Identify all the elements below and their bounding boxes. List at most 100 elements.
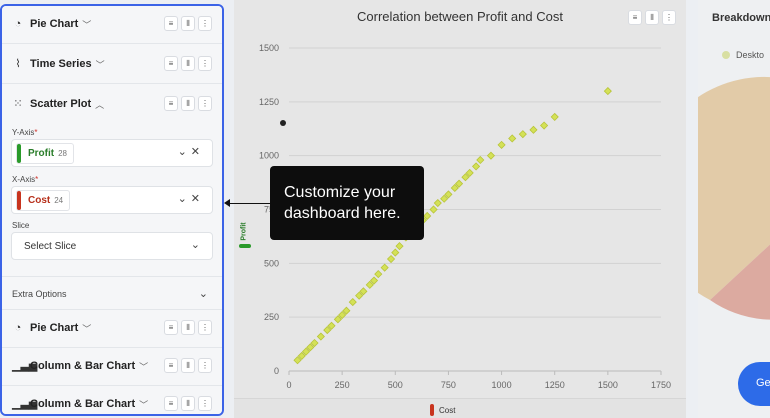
scatter-point	[497, 140, 506, 149]
scatter-point	[433, 198, 442, 208]
cost-field-chip[interactable]: Cost 24	[16, 190, 71, 211]
chevron-down-icon[interactable]: ⌄	[198, 288, 208, 300]
pie-chart-icon: ◔	[14, 322, 22, 334]
y-tick-label: 1000	[259, 151, 279, 161]
chevron-down-icon[interactable]: ﹀	[82, 323, 92, 334]
slice-placeholder: Select Slice	[24, 241, 77, 252]
chevron-down-icon[interactable]: ⌄	[177, 146, 191, 158]
chevron-down-icon[interactable]: ⌄	[190, 239, 204, 251]
scatter-point	[486, 151, 496, 160]
chevron-down-icon[interactable]: ﹀	[139, 399, 149, 410]
y-axis-select[interactable]: Profit 28 ⌄✕	[11, 139, 213, 167]
more-icon[interactable]: ⋮	[662, 10, 676, 25]
x-tick-label: 1000	[492, 380, 512, 390]
chart-row-time-series[interactable]: ⌇ Time Series ﹀ ≡ ⫴ ⋮	[2, 44, 222, 84]
select-controls[interactable]: ⌄✕	[178, 192, 204, 205]
arrow-left-icon	[224, 199, 230, 207]
columns-icon[interactable]: ⫴	[181, 358, 195, 373]
select-controls[interactable]: ⌄✕	[178, 145, 204, 158]
filter-icon[interactable]: ≡	[164, 396, 178, 411]
chart-row-column-bar[interactable]: ▁▃▅ Column & Bar Chart ﹀ ≡ ⫴ ⋮	[2, 348, 222, 386]
breakdown-card: Breakdown o Deskto Ge	[698, 0, 770, 418]
scatter-point	[348, 298, 357, 307]
extra-options-toggle[interactable]: Extra Options ⌄	[2, 276, 222, 310]
scatter-point	[471, 162, 481, 171]
more-icon[interactable]: ⋮	[198, 396, 212, 411]
pie-slice-other	[710, 244, 770, 320]
scatter-point	[423, 211, 432, 221]
slice-select[interactable]: Select Slice ⌄	[11, 232, 213, 260]
scatter-point	[454, 179, 464, 188]
close-icon[interactable]: ✕	[190, 146, 204, 158]
scatter-point	[323, 326, 332, 335]
y-axis-chip[interactable]: Profit	[239, 218, 251, 250]
chevron-down-icon[interactable]: ﹀	[95, 59, 105, 70]
filter-icon[interactable]: ≡	[164, 96, 178, 111]
chart-row-title: Pie Chart	[30, 322, 79, 334]
x-tick-label: 500	[388, 380, 403, 390]
y-tick-label: 0	[274, 366, 279, 376]
chevron-down-icon[interactable]: ﹀	[139, 361, 149, 372]
x-axis-select[interactable]: Cost 24 ⌄✕	[11, 186, 213, 214]
x-tick-label: 1250	[545, 380, 565, 390]
columns-icon[interactable]: ⫴	[181, 320, 195, 335]
columns-icon[interactable]: ⫴	[181, 96, 195, 111]
scatter-point	[440, 194, 449, 203]
chart-row-title: Column & Bar Chart	[30, 398, 136, 410]
chart-row-pie-2[interactable]: ◔ Pie Chart ﹀ ≡ ⫴ ⋮	[2, 310, 222, 348]
cursor-icon	[280, 120, 286, 126]
more-icon[interactable]: ⋮	[198, 358, 212, 373]
profit-field-chip[interactable]: Profit 28	[16, 143, 75, 164]
columns-icon[interactable]: ⫴	[181, 396, 195, 411]
chart-title: Correlation between Profit and Cost	[357, 9, 563, 24]
columns-icon[interactable]: ⫴	[181, 56, 195, 71]
scatter-point	[365, 280, 374, 289]
columns-icon[interactable]: ⫴	[181, 16, 195, 31]
scatter-point	[429, 205, 438, 214]
scatter-point	[603, 87, 612, 96]
x-tick-label: 750	[441, 380, 456, 390]
filter-icon[interactable]: ≡	[164, 16, 178, 31]
scatter-point	[310, 338, 319, 348]
chevron-down-icon[interactable]: ﹀	[82, 19, 92, 30]
scatter-point	[301, 347, 311, 356]
scatter-point	[550, 112, 559, 121]
more-icon[interactable]: ⋮	[198, 16, 212, 31]
legend-dot	[722, 51, 730, 59]
scatter-point	[342, 306, 351, 315]
chart-row-column-bar-2[interactable]: ▁▃▅ Column & Bar Chart ﹀ ≡ ⫴ ⋮	[2, 386, 222, 414]
time-series-icon: ⌇	[15, 58, 21, 70]
chart-row-pie[interactable]: ◔ Pie Chart ﹀ ≡ ⫴ ⋮	[2, 6, 222, 44]
filter-icon[interactable]: ≡	[164, 358, 178, 373]
more-icon[interactable]: ⋮	[198, 320, 212, 335]
chevron-up-icon[interactable]: ︿	[95, 99, 105, 110]
bar-chart-icon: ▁▃▅	[12, 398, 38, 410]
close-icon[interactable]: ✕	[190, 193, 204, 205]
chart-row-title: Time Series	[30, 58, 92, 70]
scatter-point	[391, 248, 400, 257]
pie-chart	[698, 76, 770, 320]
more-icon[interactable]: ⋮	[198, 96, 212, 111]
columns-icon[interactable]: ⫴	[645, 10, 659, 25]
scatter-point	[306, 343, 315, 352]
pie-slice-desktop	[698, 76, 770, 300]
pie-legend[interactable]: Deskto	[722, 50, 764, 60]
scatter-point	[386, 254, 396, 264]
x-tick-label: 1750	[651, 380, 671, 390]
filter-icon[interactable]: ≡	[164, 320, 178, 335]
scatter-point	[380, 263, 389, 272]
chevron-down-icon[interactable]: ⌄	[177, 193, 191, 205]
filter-icon[interactable]: ≡	[164, 56, 178, 71]
get-started-button[interactable]: Ge	[738, 362, 770, 406]
y-tick-label: 1250	[259, 97, 279, 107]
scatter-point	[476, 155, 485, 165]
scatter-point	[374, 270, 383, 279]
scatter-point	[338, 310, 347, 320]
x-axis-chip[interactable]: Cost	[430, 404, 455, 416]
scatter-point	[293, 356, 302, 365]
slice-label: Slice	[12, 221, 30, 230]
filter-icon[interactable]: ≡	[628, 10, 642, 25]
x-tick-label: 1500	[598, 380, 618, 390]
more-icon[interactable]: ⋮	[198, 56, 212, 71]
